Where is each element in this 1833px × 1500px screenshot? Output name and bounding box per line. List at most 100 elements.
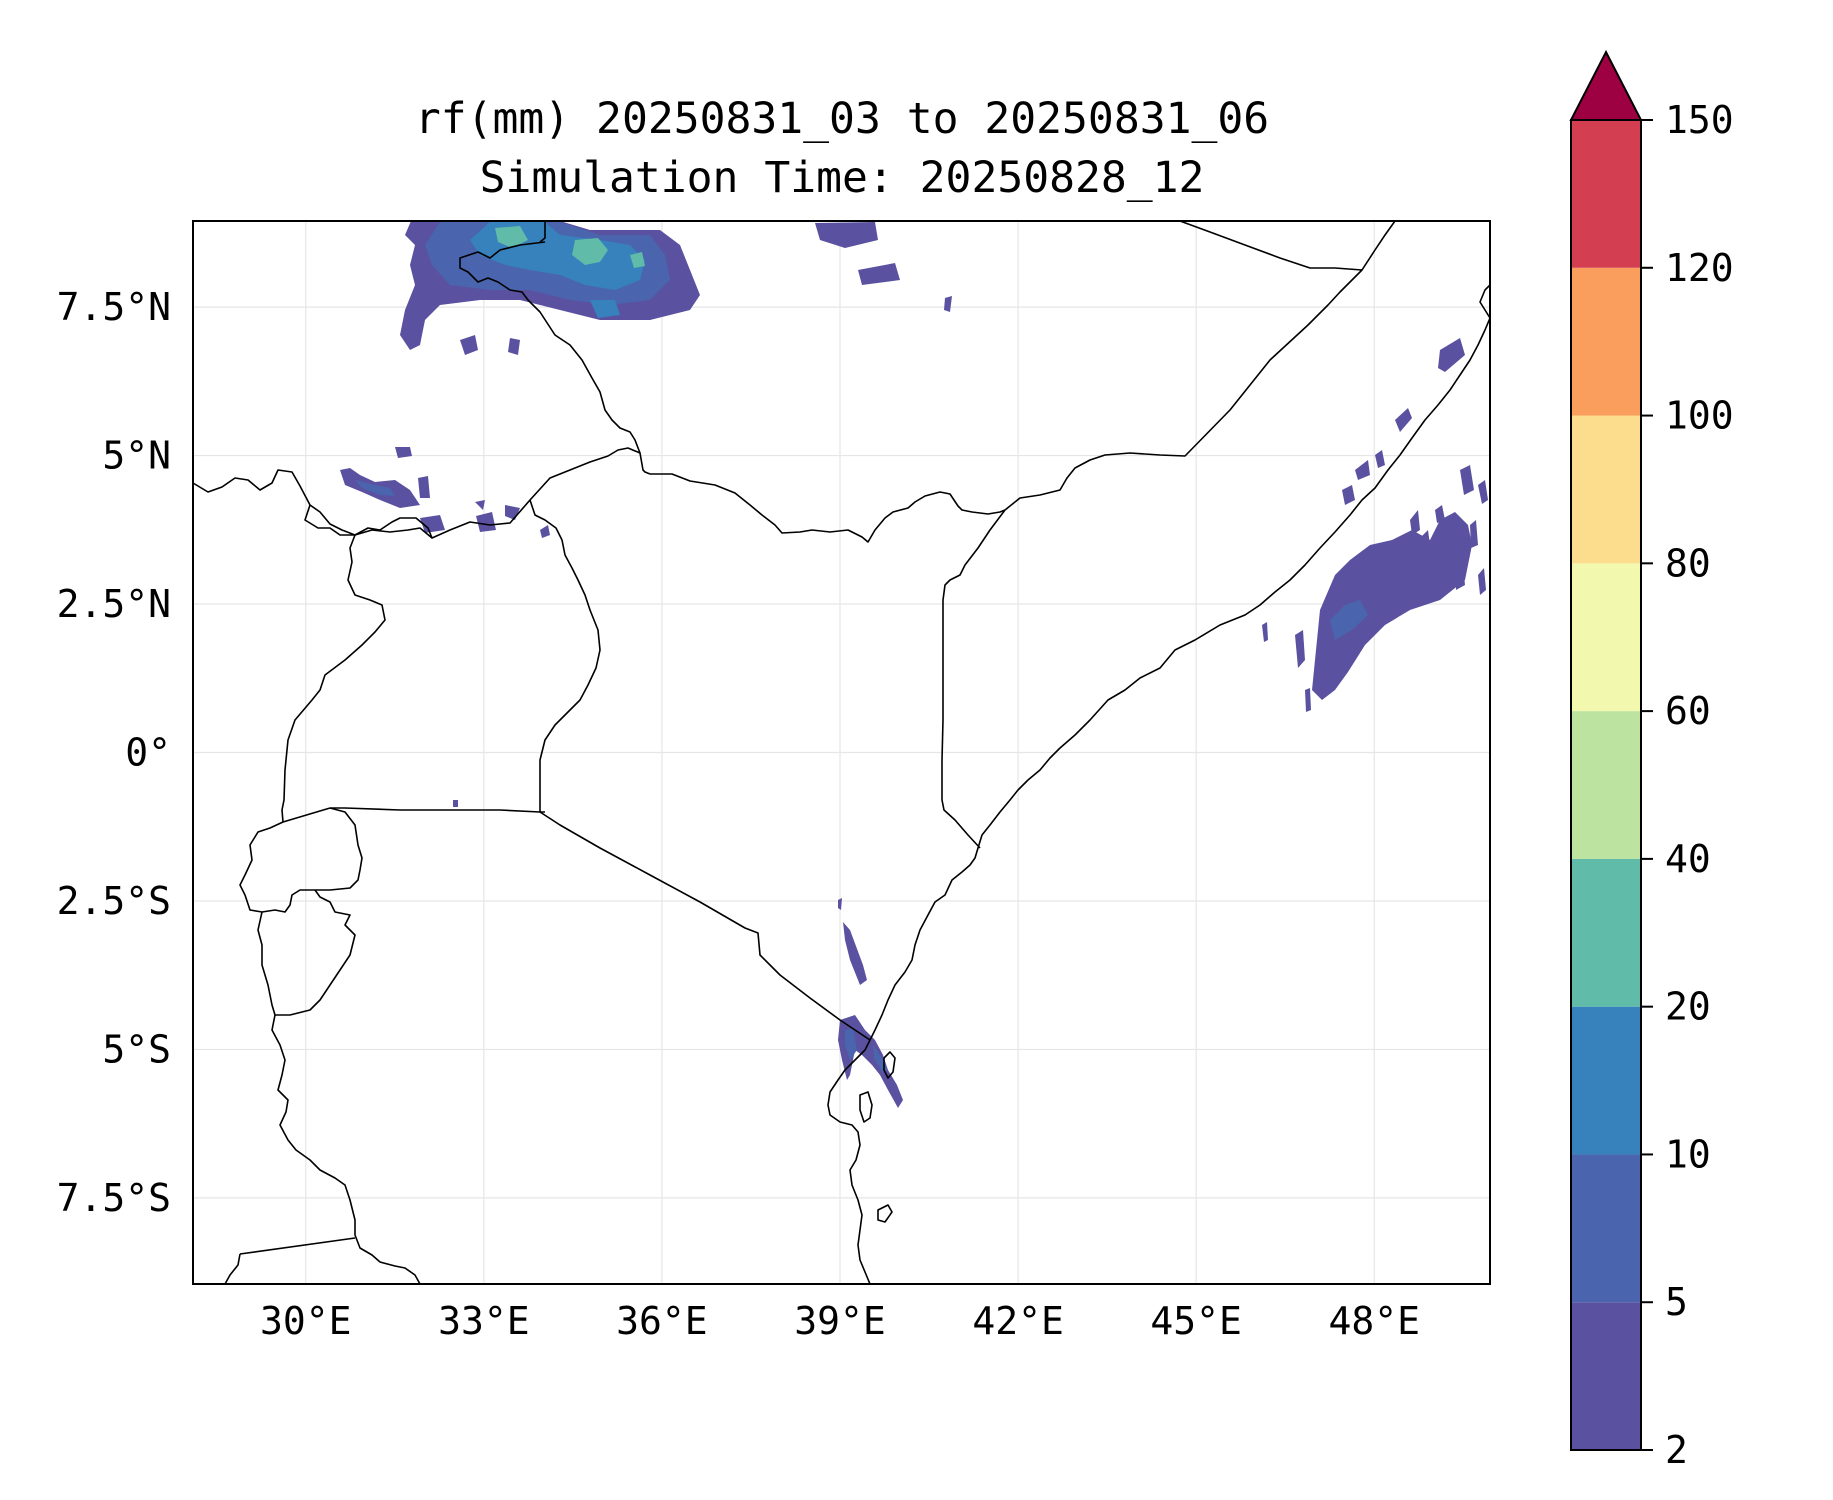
coastline-tanzania <box>827 1039 871 1284</box>
colorbar-tick-label: 150 <box>1665 98 1734 142</box>
colorbar-tick-label: 5 <box>1665 1280 1688 1324</box>
boundary-uganda-east <box>529 499 601 813</box>
rain-patch <box>1355 460 1370 480</box>
rain-core <box>630 252 645 268</box>
rain-core <box>355 480 395 496</box>
boundary-rwanda-burundi-drc <box>239 807 363 913</box>
rain-core <box>1330 600 1368 640</box>
boundary-tanzania-west <box>257 889 356 1016</box>
map-axes: 30°E 33°E 36°E 39°E 42°E 45°E 48°E 7.5°N 5°N 2.5… <box>57 220 1491 1343</box>
rain-patch <box>1435 505 1445 523</box>
rain-field-20-40 <box>495 226 645 268</box>
colorbar-tick-label: 100 <box>1665 394 1734 438</box>
colorbar-tick-label: 120 <box>1665 246 1734 290</box>
colorbar-tick-label: 60 <box>1665 689 1711 733</box>
rain-patch <box>815 222 878 248</box>
boundary-ss-ethiopia <box>459 241 641 454</box>
colorbar-block <box>1571 120 1641 268</box>
y-tick-label: 2.5°S <box>57 879 171 923</box>
x-tick-label: 48°E <box>1328 1299 1420 1343</box>
coastline-horn <box>1479 284 1490 319</box>
colorbar-tick-label: 80 <box>1665 541 1711 585</box>
boundary-ss-ethiopia-north <box>539 221 546 243</box>
colorbar-ticks: 2 5 10 20 40 60 80 100 120 150 <box>1641 98 1734 1472</box>
y-tick-label: 7.5°S <box>57 1176 171 1220</box>
colorbar-tick-label: 10 <box>1665 1132 1711 1176</box>
colorbar-frame <box>1570 119 1642 1451</box>
rain-patch <box>395 447 412 458</box>
x-tick-label: 39°E <box>794 1299 886 1343</box>
colorbar-block <box>1571 1006 1641 1155</box>
boundary-kenya-ethiopia <box>650 473 1006 543</box>
island-mafia <box>877 1204 893 1223</box>
x-tick-label: 33°E <box>438 1299 530 1343</box>
title-line-1: rf(mm) 20250831_03 to 20250831_06 <box>415 94 1269 144</box>
y-axis-ticks: 7.5°N 5°N 2.5°N 0° 2.5°S 5°S 7.5°S <box>57 285 171 1220</box>
rain-patch <box>453 800 458 807</box>
colorbar-block <box>1571 1302 1641 1450</box>
rain-area-tanzania-offshore <box>843 922 867 985</box>
island-zanzibar <box>859 1091 873 1123</box>
boundary-kenya-tanzania <box>764 959 871 1041</box>
map-frame <box>192 220 1491 1285</box>
boundary-zambia-west <box>224 1253 241 1284</box>
boundary-lake-victoria-kenya-tanzania <box>330 807 766 961</box>
boundary-uganda-west <box>281 534 386 823</box>
rain-patch <box>1460 465 1474 495</box>
island-pemba <box>883 1051 896 1079</box>
rain-patch <box>1295 630 1305 668</box>
y-tick-label: 0° <box>125 731 171 775</box>
rain-patch <box>1478 480 1488 504</box>
y-tick-label: 7.5°N <box>57 285 171 329</box>
country-boundaries <box>193 221 1396 1284</box>
rain-patch <box>858 263 900 285</box>
rain-core <box>845 1028 857 1060</box>
coastline-east-africa <box>869 317 1490 1041</box>
rain-core <box>590 300 620 318</box>
colorbar-tick-label: 20 <box>1665 985 1711 1029</box>
boundary-south-sudan-north <box>193 447 651 539</box>
rain-patch <box>1342 485 1355 505</box>
rain-core <box>495 226 528 248</box>
colorbar-tick-label: 40 <box>1665 837 1711 881</box>
rain-patch <box>1305 688 1311 712</box>
boundary-kenya-somalia <box>941 509 1006 849</box>
colorbar-tick-label: 2 <box>1665 1428 1688 1472</box>
rain-patch <box>1438 338 1465 372</box>
rain-patch <box>460 335 478 355</box>
x-tick-label: 30°E <box>260 1299 352 1343</box>
colorbar-block <box>1571 415 1641 564</box>
rain-patch <box>1410 510 1420 535</box>
x-tick-label: 45°E <box>1150 1299 1242 1343</box>
y-tick-label: 5°S <box>102 1027 171 1071</box>
colorbar: 2 5 10 20 40 60 80 100 120 150 <box>1569 49 1734 1472</box>
x-axis-ticks: 30°E 33°E 36°E 39°E 42°E 45°E 48°E <box>260 1299 1420 1343</box>
boundary-ethiopia-somalia <box>1004 221 1396 511</box>
coastline <box>827 284 1490 1284</box>
boundary-tanzania-west-lake-tanganyika <box>271 1014 421 1284</box>
rain-core <box>572 238 608 265</box>
colorbar-block <box>1571 858 1641 1007</box>
colorbar-block <box>1571 711 1641 859</box>
colorbar-block <box>1571 1154 1641 1303</box>
rain-patch <box>944 296 952 312</box>
rain-patch <box>1478 568 1486 595</box>
rain-patch <box>1470 520 1478 548</box>
colorbar-color-blocks <box>1571 120 1641 1450</box>
x-tick-label: 42°E <box>972 1299 1064 1343</box>
x-tick-label: 36°E <box>616 1299 708 1343</box>
boundary-ethiopia-somalia-east <box>1179 221 1363 271</box>
rain-patch <box>418 476 430 498</box>
rain-patch <box>1455 555 1465 590</box>
colorbar-block <box>1571 563 1641 712</box>
rain-patch <box>838 898 842 910</box>
colorbar-block <box>1571 267 1641 416</box>
rain-patch <box>476 512 496 532</box>
rain-patch <box>1262 622 1268 642</box>
rain-patch <box>475 500 485 510</box>
rain-patch <box>1375 450 1385 468</box>
rain-patch <box>1418 530 1430 550</box>
title-line-2: Simulation Time: 20250828_12 <box>480 153 1205 203</box>
y-tick-label: 2.5°N <box>57 582 171 626</box>
